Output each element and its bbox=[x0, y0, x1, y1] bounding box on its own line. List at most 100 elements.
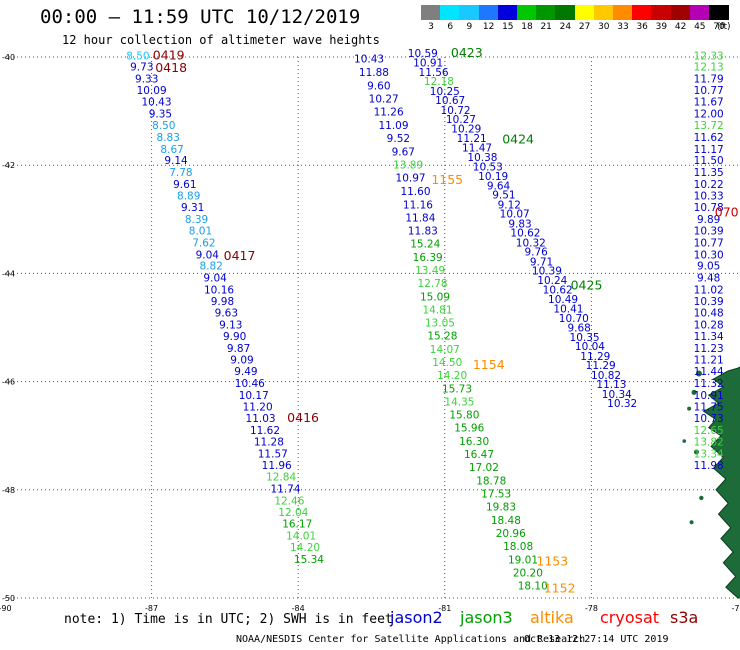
swh-value: 8.83 bbox=[157, 132, 180, 144]
swh-value: 8.89 bbox=[177, 190, 200, 202]
swh-value: 10.28 bbox=[694, 320, 724, 332]
lat-tick-label: -48 bbox=[2, 486, 15, 495]
swh-value: 14.20 bbox=[290, 542, 320, 554]
swh-value: 10.62 bbox=[510, 228, 540, 240]
swh-value: 18.10 bbox=[518, 580, 548, 592]
colorbar-label: 24 bbox=[559, 22, 572, 32]
swh-value: 9.64 bbox=[487, 181, 511, 193]
swh-value: 11.44 bbox=[694, 366, 724, 378]
swh-value: 10.53 bbox=[473, 162, 503, 174]
pass-label: 0416 bbox=[287, 410, 319, 425]
swh-value: 7.62 bbox=[192, 237, 215, 249]
swh-value: 12.33 bbox=[694, 51, 724, 63]
colorbar-swatch bbox=[632, 5, 652, 20]
colorbar-label: 21 bbox=[540, 22, 552, 32]
map-title: 00:00 – 11:59 UTC 10/12/2019 bbox=[40, 6, 361, 28]
swh-value: 8.50 bbox=[152, 120, 175, 132]
legend-item-s3a: s3a bbox=[670, 608, 699, 627]
land-island bbox=[687, 406, 692, 411]
swh-value: 9.05 bbox=[697, 261, 720, 273]
swh-value: 10.48 bbox=[694, 308, 724, 320]
legend-item-altika: altika bbox=[530, 608, 574, 627]
swh-value: 10.32 bbox=[607, 398, 637, 410]
swh-value: 18.78 bbox=[476, 475, 506, 487]
lat-tick-label: -50 bbox=[2, 594, 15, 603]
swh-value: 11.16 bbox=[403, 199, 433, 211]
swh-value: 10.22 bbox=[694, 179, 724, 191]
swh-value: 8.50 bbox=[126, 51, 149, 63]
colorbar-label: 45 bbox=[694, 22, 706, 32]
lon-tick-label: -87 bbox=[145, 604, 158, 613]
swh-value: 10.59 bbox=[408, 48, 438, 60]
swh-value: 10.29 bbox=[451, 124, 481, 136]
colorbar-label: 39 bbox=[655, 22, 668, 32]
swh-value: 13.49 bbox=[415, 265, 445, 277]
swh-value: 10.17 bbox=[239, 390, 269, 402]
swh-value: 11.29 bbox=[580, 351, 610, 363]
swh-value: 11.23 bbox=[694, 343, 724, 355]
swh-value: 15.73 bbox=[442, 383, 472, 395]
swh-value: 10.41 bbox=[553, 303, 583, 315]
swh-value: 10.67 bbox=[435, 95, 465, 107]
colorbar-swatch bbox=[536, 5, 556, 20]
swh-value: 11.56 bbox=[419, 67, 449, 79]
swh-value: 9.33 bbox=[135, 73, 158, 85]
swh-value: 11.50 bbox=[694, 155, 724, 167]
swh-value: 10.73 bbox=[694, 413, 724, 425]
colorbar-label: 70 bbox=[713, 22, 725, 32]
swh-value: 10.46 bbox=[235, 378, 265, 390]
swh-value: 10.35 bbox=[570, 332, 600, 344]
swh-value: 11.60 bbox=[400, 186, 430, 198]
swh-value: 15.96 bbox=[454, 422, 484, 434]
swh-value: 12.13 bbox=[694, 62, 724, 74]
swh-value: 9.98 bbox=[211, 296, 234, 308]
swh-value: 11.29 bbox=[586, 360, 616, 372]
colorbar-swatch bbox=[478, 5, 499, 20]
colorbar-swatch bbox=[574, 5, 595, 20]
swh-value: 12.78 bbox=[418, 278, 448, 290]
swh-value: 9.48 bbox=[697, 273, 720, 285]
map-subtitle: 12 hour collection of altimeter wave hei… bbox=[62, 33, 380, 47]
colorbar-swatch bbox=[421, 5, 441, 20]
pass-label: 0424 bbox=[502, 132, 534, 147]
swh-value: 10.32 bbox=[516, 237, 546, 249]
swh-value: 9.09 bbox=[230, 355, 253, 367]
colorbar-swatch bbox=[709, 5, 729, 20]
swh-value: 12.18 bbox=[424, 76, 454, 88]
swh-value: 13.05 bbox=[425, 317, 455, 329]
land-layer bbox=[682, 366, 740, 599]
pass-label: 1155 bbox=[431, 172, 463, 187]
swh-value: 15.24 bbox=[410, 238, 440, 250]
colorbar-label: 27 bbox=[578, 22, 591, 32]
swh-value: 9.04 bbox=[196, 249, 220, 261]
colorbar-label: 42 bbox=[674, 22, 687, 32]
colorbar-swatch bbox=[497, 5, 518, 20]
swh-value: 10.39 bbox=[694, 296, 724, 308]
swh-value: 11.21 bbox=[457, 133, 487, 145]
swh-value: 11.75 bbox=[694, 401, 724, 413]
swh-value: 7.78 bbox=[169, 167, 192, 179]
swh-value: 11.20 bbox=[243, 401, 273, 413]
swh-value: 10.97 bbox=[396, 172, 426, 184]
swh-value: 15.80 bbox=[449, 409, 479, 421]
legend-item-jason2: jason2 bbox=[390, 608, 443, 627]
swh-value: 15.28 bbox=[427, 330, 457, 342]
legend-item-jason3: jason3 bbox=[460, 608, 513, 627]
swh-value: 9.71 bbox=[530, 256, 553, 268]
swh-value: 16.47 bbox=[464, 449, 494, 461]
swh-value: 18.08 bbox=[503, 541, 533, 553]
lon-tick-label: -78 bbox=[585, 604, 598, 613]
swh-value: 9.90 bbox=[223, 331, 246, 343]
swh-value: 10.70 bbox=[559, 313, 589, 325]
swh-value: 10.82 bbox=[591, 370, 621, 382]
swh-value: 8.39 bbox=[185, 214, 208, 226]
lat-tick-label: -44 bbox=[2, 269, 15, 278]
swh-value: 10.24 bbox=[537, 275, 567, 287]
swh-value: 17.02 bbox=[469, 462, 499, 474]
swh-value: 9.61 bbox=[173, 179, 196, 191]
swh-value: 12.46 bbox=[274, 495, 304, 507]
swh-value: 15.09 bbox=[420, 291, 450, 303]
lat-tick-label: -42 bbox=[2, 161, 15, 170]
swh-value: 14.20 bbox=[437, 370, 467, 382]
land-island bbox=[691, 389, 697, 395]
